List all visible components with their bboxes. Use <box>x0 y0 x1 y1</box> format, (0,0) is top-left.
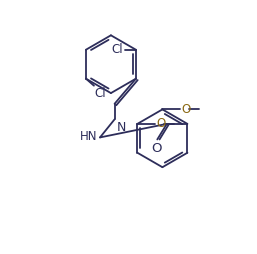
Text: N: N <box>117 121 126 134</box>
Text: O: O <box>157 117 166 130</box>
Text: O: O <box>181 103 191 116</box>
Text: Cl: Cl <box>95 87 106 100</box>
Text: O: O <box>152 142 162 155</box>
Text: Cl: Cl <box>112 43 123 56</box>
Text: HN: HN <box>80 130 97 143</box>
